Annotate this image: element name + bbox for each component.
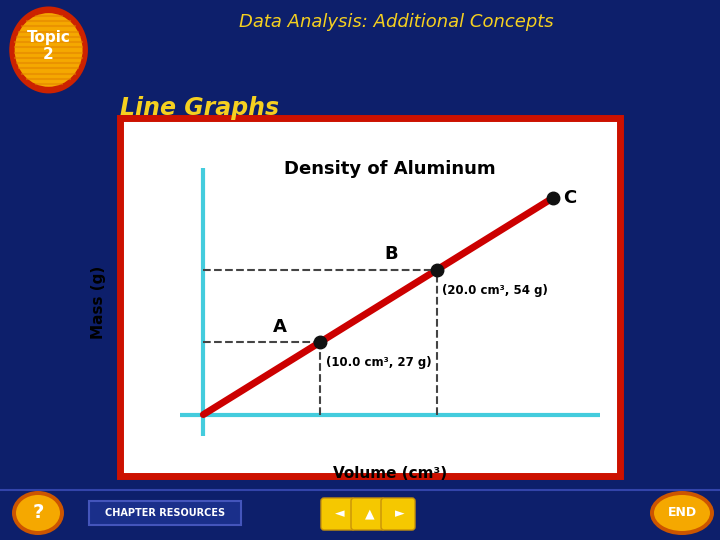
Text: CHAPTER RESOURCES: CHAPTER RESOURCES xyxy=(105,508,225,518)
FancyBboxPatch shape xyxy=(351,498,385,530)
Text: Data Analysis: Additional Concepts: Data Analysis: Additional Concepts xyxy=(239,14,553,31)
Ellipse shape xyxy=(16,495,60,531)
Ellipse shape xyxy=(654,495,710,531)
Text: ?: ? xyxy=(32,503,44,523)
Text: Density of Aluminum: Density of Aluminum xyxy=(284,160,496,178)
Text: Volume (cm³): Volume (cm³) xyxy=(333,466,447,481)
Text: Topic
2: Topic 2 xyxy=(27,30,71,63)
Ellipse shape xyxy=(14,13,83,87)
FancyBboxPatch shape xyxy=(321,498,355,530)
Text: Line Graphs: Line Graphs xyxy=(120,96,279,120)
Ellipse shape xyxy=(12,491,64,535)
Text: (20.0 cm³, 54 g): (20.0 cm³, 54 g) xyxy=(443,284,549,297)
Text: ◄: ◄ xyxy=(336,508,345,521)
Text: ►: ► xyxy=(395,508,405,521)
Ellipse shape xyxy=(650,491,714,535)
FancyBboxPatch shape xyxy=(120,118,620,476)
Text: A: A xyxy=(274,318,287,335)
FancyBboxPatch shape xyxy=(381,498,415,530)
FancyBboxPatch shape xyxy=(89,501,241,525)
Ellipse shape xyxy=(9,6,88,93)
Text: Mass (g): Mass (g) xyxy=(91,266,106,339)
Text: ▲: ▲ xyxy=(365,508,375,521)
Text: C: C xyxy=(562,189,576,207)
Text: END: END xyxy=(667,507,696,519)
Text: B: B xyxy=(384,245,397,263)
Text: (10.0 cm³, 27 g): (10.0 cm³, 27 g) xyxy=(326,356,431,369)
